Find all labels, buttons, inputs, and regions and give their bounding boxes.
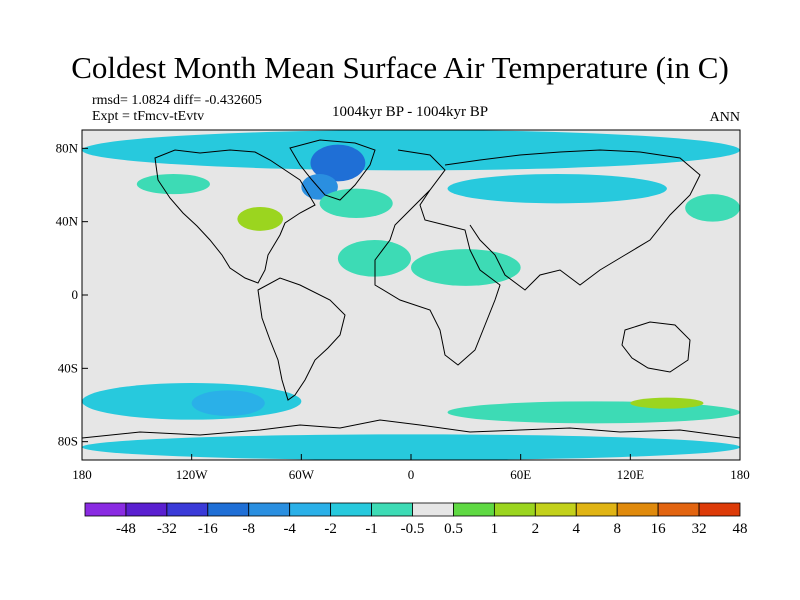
colorbar-label: -2 <box>324 521 337 537</box>
colorbar-label: 2 <box>532 521 540 537</box>
colorbar-label: -1 <box>365 521 378 537</box>
north-america-coastline <box>154 149 316 284</box>
colorbar-label: 8 <box>613 521 621 537</box>
rmsd-diff-text: rmsd= 1.0824 diff= -0.432605 <box>92 93 262 108</box>
colorbar-label: -8 <box>243 521 256 537</box>
colorbar-label: 0.5 <box>444 521 463 537</box>
colorbar-swatch <box>698 502 741 517</box>
colorbar-swatch <box>657 502 700 517</box>
colorbar-swatch <box>371 502 413 517</box>
map-axes: 80N 40N 0 40S 80S 180 120W 60W 0 60E 120E 180 <box>56 140 750 482</box>
colorbar-swatch <box>575 502 618 517</box>
lon-label: 180 <box>730 467 750 482</box>
anomaly-region-eastern-north-america <box>237 207 284 231</box>
lat-label: 80S <box>58 434 78 449</box>
anomaly-region-greenland <box>310 144 366 182</box>
colorbar-label: -48 <box>116 521 136 537</box>
colorbar-label: -0.5 <box>401 521 425 537</box>
anomaly-region-north-america-west <box>136 174 210 195</box>
colorbar-swatch <box>412 502 454 517</box>
colorbar-swatch <box>289 502 332 517</box>
colorbar-swatch <box>453 502 495 517</box>
australia-coastline <box>621 321 691 373</box>
lon-label: 120W <box>176 467 209 482</box>
colorbar-label: -4 <box>283 521 296 537</box>
colorbar-swatch <box>248 502 291 517</box>
south-america-coastline <box>257 277 346 401</box>
lon-label: 0 <box>408 467 415 482</box>
season-label: ANN <box>709 110 740 125</box>
greenland-coastline <box>289 139 376 201</box>
colorbar: -48 -32 -16 -8 -4 -2 -1 -0.5 0.5 1 2 4 8 16 32 48 <box>84 502 748 537</box>
anomaly-region-tropical-atlantic <box>337 240 412 277</box>
colorbar-swatch <box>330 502 372 517</box>
anomaly-region-north-africa <box>411 249 521 286</box>
colorbar-label: -32 <box>157 521 177 537</box>
asia-coastline <box>444 149 701 291</box>
colorbar-label: 1 <box>491 521 499 537</box>
lon-label: 180 <box>72 467 92 482</box>
lon-label: 60E <box>510 467 531 482</box>
africa-europe-coastline <box>374 149 501 366</box>
lon-label: 120E <box>617 467 645 482</box>
colorbar-swatch <box>125 502 168 517</box>
anomaly-region-southern-ocean-central <box>191 390 265 416</box>
anomaly-region-antarctica-coast <box>82 434 740 460</box>
colorbar-swatch <box>207 502 250 517</box>
colorbar-label: 32 <box>692 521 707 537</box>
colorbar-swatch <box>493 502 536 517</box>
figure-title: Coldest Month Mean Surface Air Temperatu… <box>71 50 729 85</box>
coastlines <box>82 139 740 439</box>
anomaly-region-eurasia-north <box>447 174 667 204</box>
colorbar-swatch <box>616 502 659 517</box>
lat-label: 0 <box>72 287 79 302</box>
period-label: 1004kyr BP - 1004kyr BP <box>331 104 489 120</box>
colorbar-swatch <box>534 502 577 517</box>
lat-label: 40S <box>58 360 78 375</box>
lat-label: 40N <box>56 214 79 229</box>
colorbar-swatch <box>84 502 127 517</box>
colorbar-label: 16 <box>651 521 667 537</box>
anomaly-region-north-pacific <box>685 194 740 222</box>
lon-label: 60W <box>289 467 315 482</box>
anomaly-region-southeast-pacific <box>630 397 704 409</box>
anomaly-region-southern-ocean-west <box>82 383 302 420</box>
colorbar-label: -16 <box>198 521 218 537</box>
experiment-text: Expt = tFmcv-tEvtv <box>92 109 205 124</box>
colorbar-label: 48 <box>733 521 748 537</box>
map-plot-area <box>82 130 740 460</box>
antarctica-coastline <box>82 419 740 439</box>
colorbar-label: 4 <box>573 521 581 537</box>
stats-block: rmsd= 1.0824 diff= -0.432605 Expt = tFmc… <box>92 93 262 125</box>
lat-label: 80N <box>56 140 79 155</box>
anomaly-region-labrador-sea <box>301 174 338 200</box>
anomaly-region-arctic-ocean <box>82 130 740 171</box>
colorbar-swatch <box>166 502 209 517</box>
anomaly-region-north-atlantic <box>319 188 393 218</box>
